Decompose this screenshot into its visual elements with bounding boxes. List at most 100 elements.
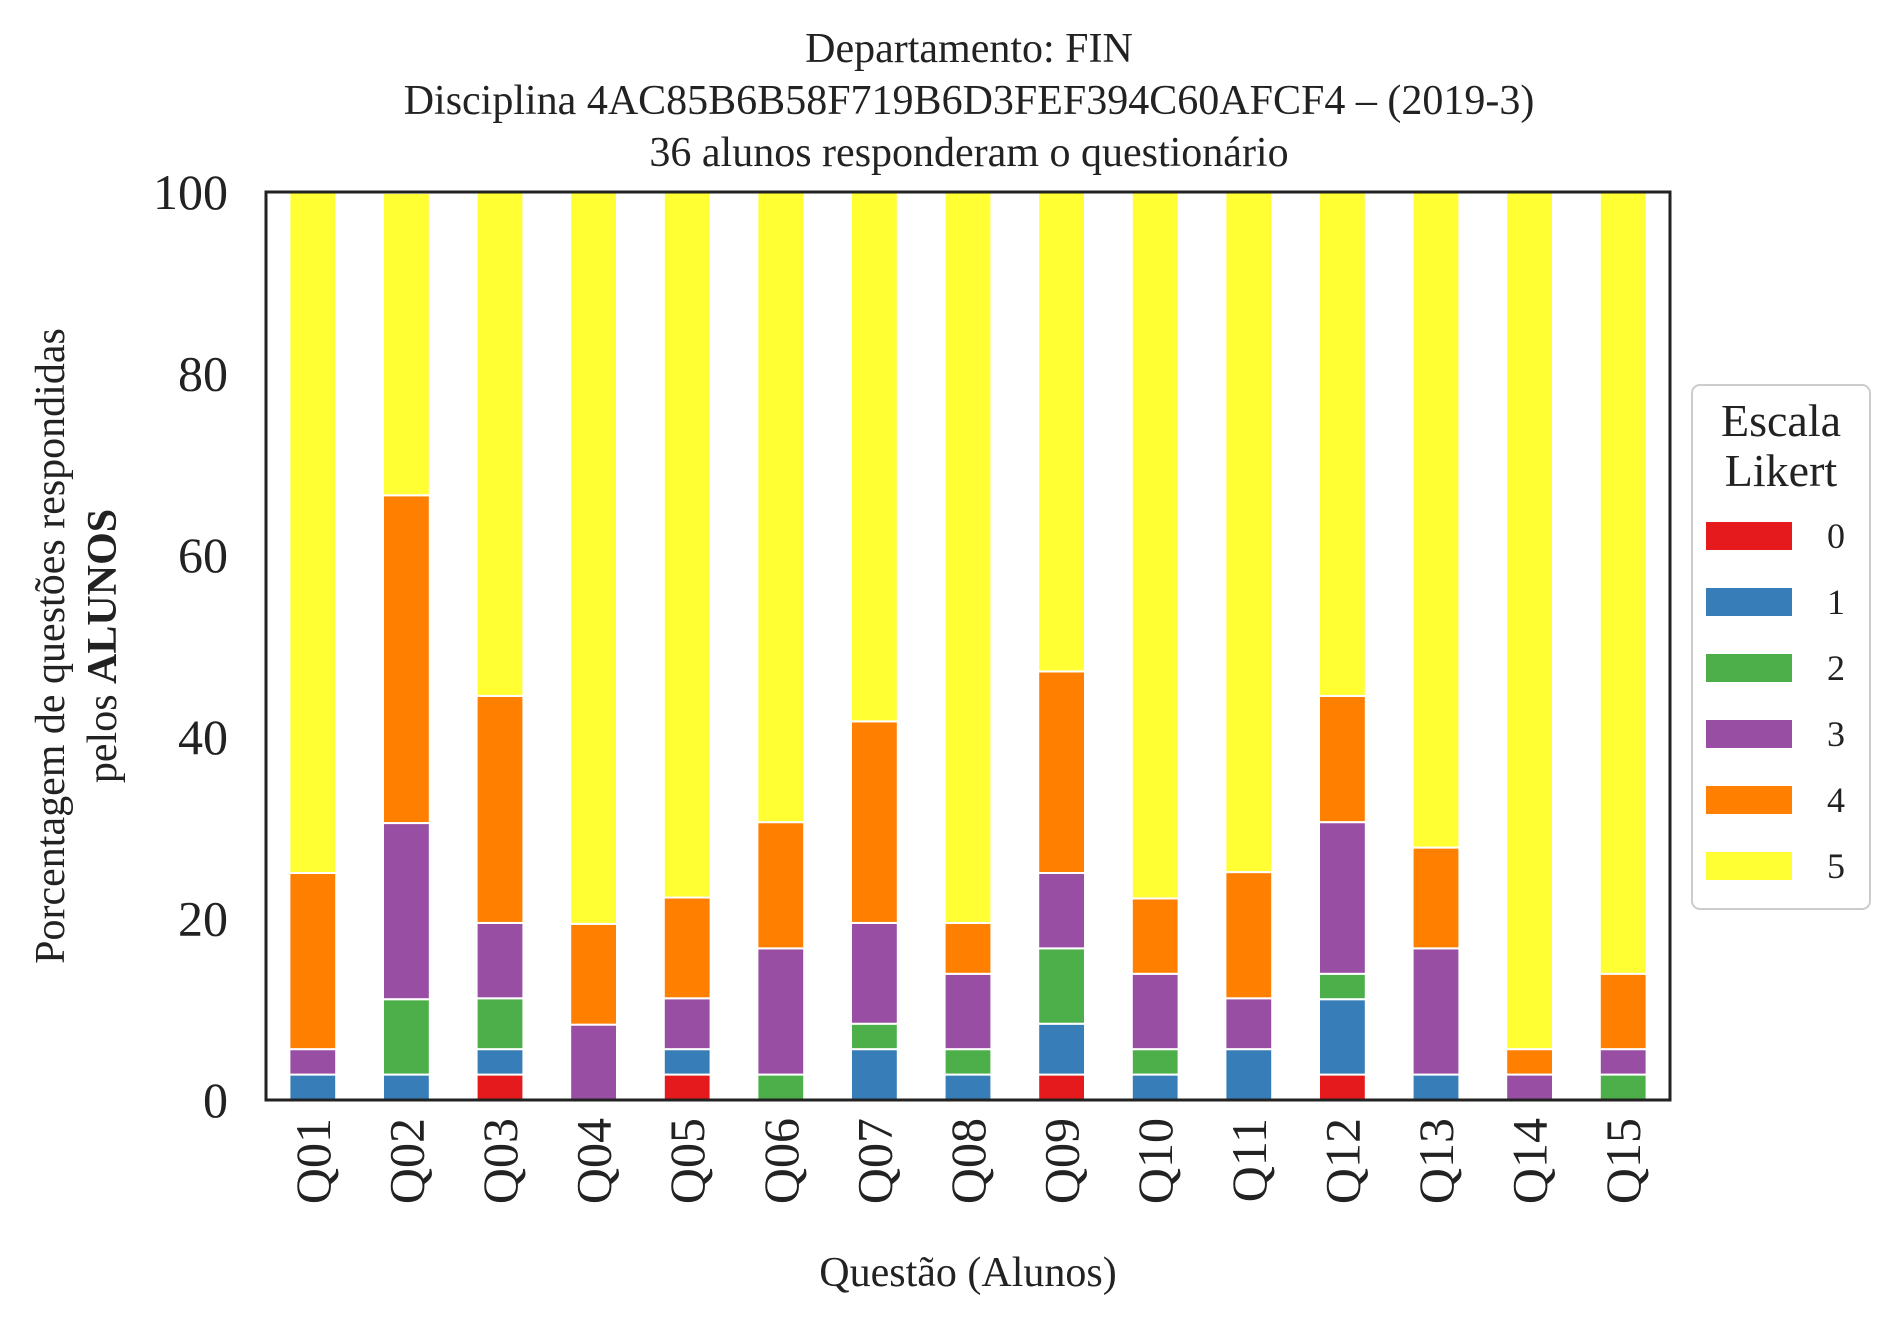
y-axis-label-prefix: pelos bbox=[80, 684, 126, 783]
x-tick-label-q07: Q07 bbox=[846, 1118, 902, 1204]
legend-label-0: 0 bbox=[1827, 516, 1845, 556]
bar-q06-level-2 bbox=[756, 1073, 806, 1101]
x-tick-q09: Q09 bbox=[1034, 1118, 1090, 1204]
bar-q11-level-4 bbox=[1224, 871, 1274, 1000]
bar-q02-level-1 bbox=[382, 1073, 431, 1101]
bar-q10-level-5 bbox=[1130, 191, 1180, 900]
bar-q08-level-2 bbox=[943, 1048, 993, 1076]
x-axis-label: Questão (Alunos) bbox=[819, 1250, 1116, 1296]
bar-q04-level-3 bbox=[569, 1023, 619, 1102]
bar-q07-level-3 bbox=[850, 921, 899, 1025]
x-tick-label-q02: Q02 bbox=[378, 1118, 434, 1204]
bar-q12-level-3 bbox=[1318, 821, 1367, 975]
legend-swatch-4 bbox=[1706, 786, 1792, 814]
bar-q03-level-0 bbox=[475, 1073, 525, 1101]
chart-title-line-3: 36 alunos responderam o questionário bbox=[649, 130, 1288, 176]
legend-title-line-1: Escala bbox=[1721, 395, 1841, 446]
bar-q03-level-4 bbox=[475, 694, 525, 924]
bar-q11-level-5 bbox=[1224, 190, 1274, 874]
legend-frame bbox=[1691, 384, 1871, 910]
bar-q06-level-5 bbox=[756, 191, 806, 824]
x-tick-label-q11: Q11 bbox=[1221, 1118, 1277, 1202]
x-tick-label-q06: Q06 bbox=[753, 1118, 809, 1204]
bar-q01-level-4 bbox=[288, 872, 338, 1051]
bar-q07-level-2 bbox=[850, 1022, 899, 1051]
x-tick-q05: Q05 bbox=[659, 1118, 715, 1204]
bar-q12-level-0 bbox=[1318, 1073, 1367, 1101]
bar-q05-level-4 bbox=[662, 896, 712, 1000]
x-tick-label-q15: Q15 bbox=[1595, 1118, 1651, 1204]
bar-q09-level-5 bbox=[1037, 191, 1086, 673]
bars-group bbox=[288, 190, 1648, 1102]
bar-q15-level-5 bbox=[1598, 191, 1648, 975]
x-tick-q07: Q07 bbox=[846, 1118, 902, 1204]
bar-q07-level-5 bbox=[850, 191, 899, 723]
x-tick-q11: Q11 bbox=[1221, 1118, 1277, 1202]
x-tick-label-q08: Q08 bbox=[940, 1118, 996, 1204]
y-tick-label-100: 100 bbox=[153, 164, 228, 220]
bar-q02-level-3 bbox=[382, 822, 431, 1001]
legend-title-line-2: Likert bbox=[1725, 445, 1838, 496]
y-axis-label-line-1: Porcentagem de questões respondidas bbox=[28, 328, 74, 964]
legend-items: 0 1 2 3 4 5 bbox=[1706, 516, 1845, 886]
bar-q12-level-2 bbox=[1318, 972, 1367, 1001]
bar-q10-level-4 bbox=[1130, 897, 1180, 975]
bar-q13-level-4 bbox=[1411, 846, 1461, 950]
y-tick-label-20: 20 bbox=[178, 890, 228, 946]
bar-q07-level-4 bbox=[850, 720, 899, 924]
x-tick-q06: Q06 bbox=[753, 1118, 809, 1204]
bar-q02-level-4 bbox=[382, 494, 431, 825]
bar-q08-level-1 bbox=[943, 1073, 993, 1101]
chart-title-line-1: Departamento: FIN bbox=[805, 26, 1133, 72]
x-tick-q13: Q13 bbox=[1408, 1118, 1464, 1204]
y-ticks-group: 0 20 40 60 80 100 bbox=[153, 164, 228, 1128]
x-tick-label-q05: Q05 bbox=[659, 1118, 715, 1204]
bar-q09-level-1 bbox=[1037, 1022, 1086, 1076]
x-tick-q04: Q04 bbox=[566, 1118, 622, 1204]
bar-q13-level-5 bbox=[1411, 191, 1461, 849]
bar-q03-level-1 bbox=[475, 1048, 525, 1076]
bar-q01-level-5 bbox=[288, 191, 338, 874]
bar-q09-level-3 bbox=[1037, 872, 1086, 950]
bar-q04-level-4 bbox=[569, 922, 619, 1026]
y-tick-label-0: 0 bbox=[203, 1072, 228, 1128]
y-tick-label-80: 80 bbox=[178, 346, 228, 402]
x-tick-label-q04: Q04 bbox=[566, 1118, 622, 1204]
legend-swatch-2 bbox=[1706, 654, 1792, 682]
y-axis-label: Porcentagem de questões respondidas pelo… bbox=[28, 328, 126, 964]
y-axis-label-line-2: pelos ALUNOS bbox=[80, 509, 126, 783]
x-tick-q15: Q15 bbox=[1595, 1118, 1651, 1204]
bar-q14-level-3 bbox=[1505, 1073, 1554, 1101]
bar-q02-level-2 bbox=[382, 998, 431, 1076]
bar-q01-level-3 bbox=[288, 1048, 338, 1076]
bar-q15-level-4 bbox=[1598, 972, 1648, 1051]
bar-q03-level-5 bbox=[475, 190, 525, 697]
chart-title-line-2: Disciplina 4AC85B6B58F719B6D3FEF394C60AF… bbox=[404, 78, 1535, 124]
x-tick-q03: Q03 bbox=[472, 1118, 528, 1204]
bar-q03-level-2 bbox=[475, 997, 525, 1051]
bar-q08-level-4 bbox=[943, 921, 993, 975]
bar-q10-level-2 bbox=[1130, 1048, 1180, 1076]
legend-swatch-0 bbox=[1706, 522, 1792, 550]
x-tick-label-q10: Q10 bbox=[1127, 1118, 1183, 1204]
x-tick-label-q13: Q13 bbox=[1408, 1118, 1464, 1204]
bar-q15-level-2 bbox=[1598, 1073, 1648, 1101]
x-tick-label-q14: Q14 bbox=[1502, 1118, 1558, 1204]
bar-q14-level-4 bbox=[1505, 1048, 1554, 1076]
legend-label-1: 1 bbox=[1827, 582, 1845, 622]
bar-q13-level-3 bbox=[1411, 947, 1461, 1076]
x-tick-label-q01: Q01 bbox=[285, 1118, 341, 1204]
y-axis-label-bold: ALUNOS bbox=[80, 509, 126, 684]
x-tick-q01: Q01 bbox=[285, 1118, 341, 1204]
bar-q05-level-5 bbox=[662, 190, 712, 899]
x-tick-q14: Q14 bbox=[1502, 1118, 1558, 1204]
bar-q07-level-1 bbox=[850, 1048, 899, 1102]
legend-swatch-3 bbox=[1706, 720, 1792, 748]
y-tick-label-40: 40 bbox=[178, 709, 228, 765]
bar-q09-level-2 bbox=[1037, 947, 1086, 1025]
legend-label-5: 5 bbox=[1827, 846, 1845, 886]
bar-q01-level-1 bbox=[288, 1073, 338, 1101]
bar-q05-level-1 bbox=[662, 1048, 712, 1076]
x-tick-label-q12: Q12 bbox=[1314, 1118, 1370, 1204]
x-tick-q12: Q12 bbox=[1314, 1118, 1370, 1204]
